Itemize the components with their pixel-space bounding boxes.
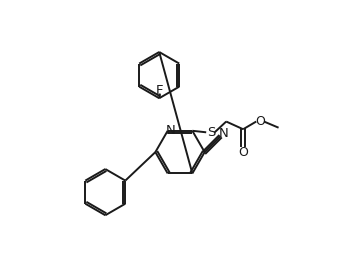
Text: F: F bbox=[156, 84, 164, 97]
Text: O: O bbox=[255, 115, 265, 128]
Text: S: S bbox=[207, 126, 215, 139]
Text: N: N bbox=[218, 127, 228, 140]
Text: O: O bbox=[238, 146, 248, 159]
Text: N: N bbox=[166, 123, 176, 136]
